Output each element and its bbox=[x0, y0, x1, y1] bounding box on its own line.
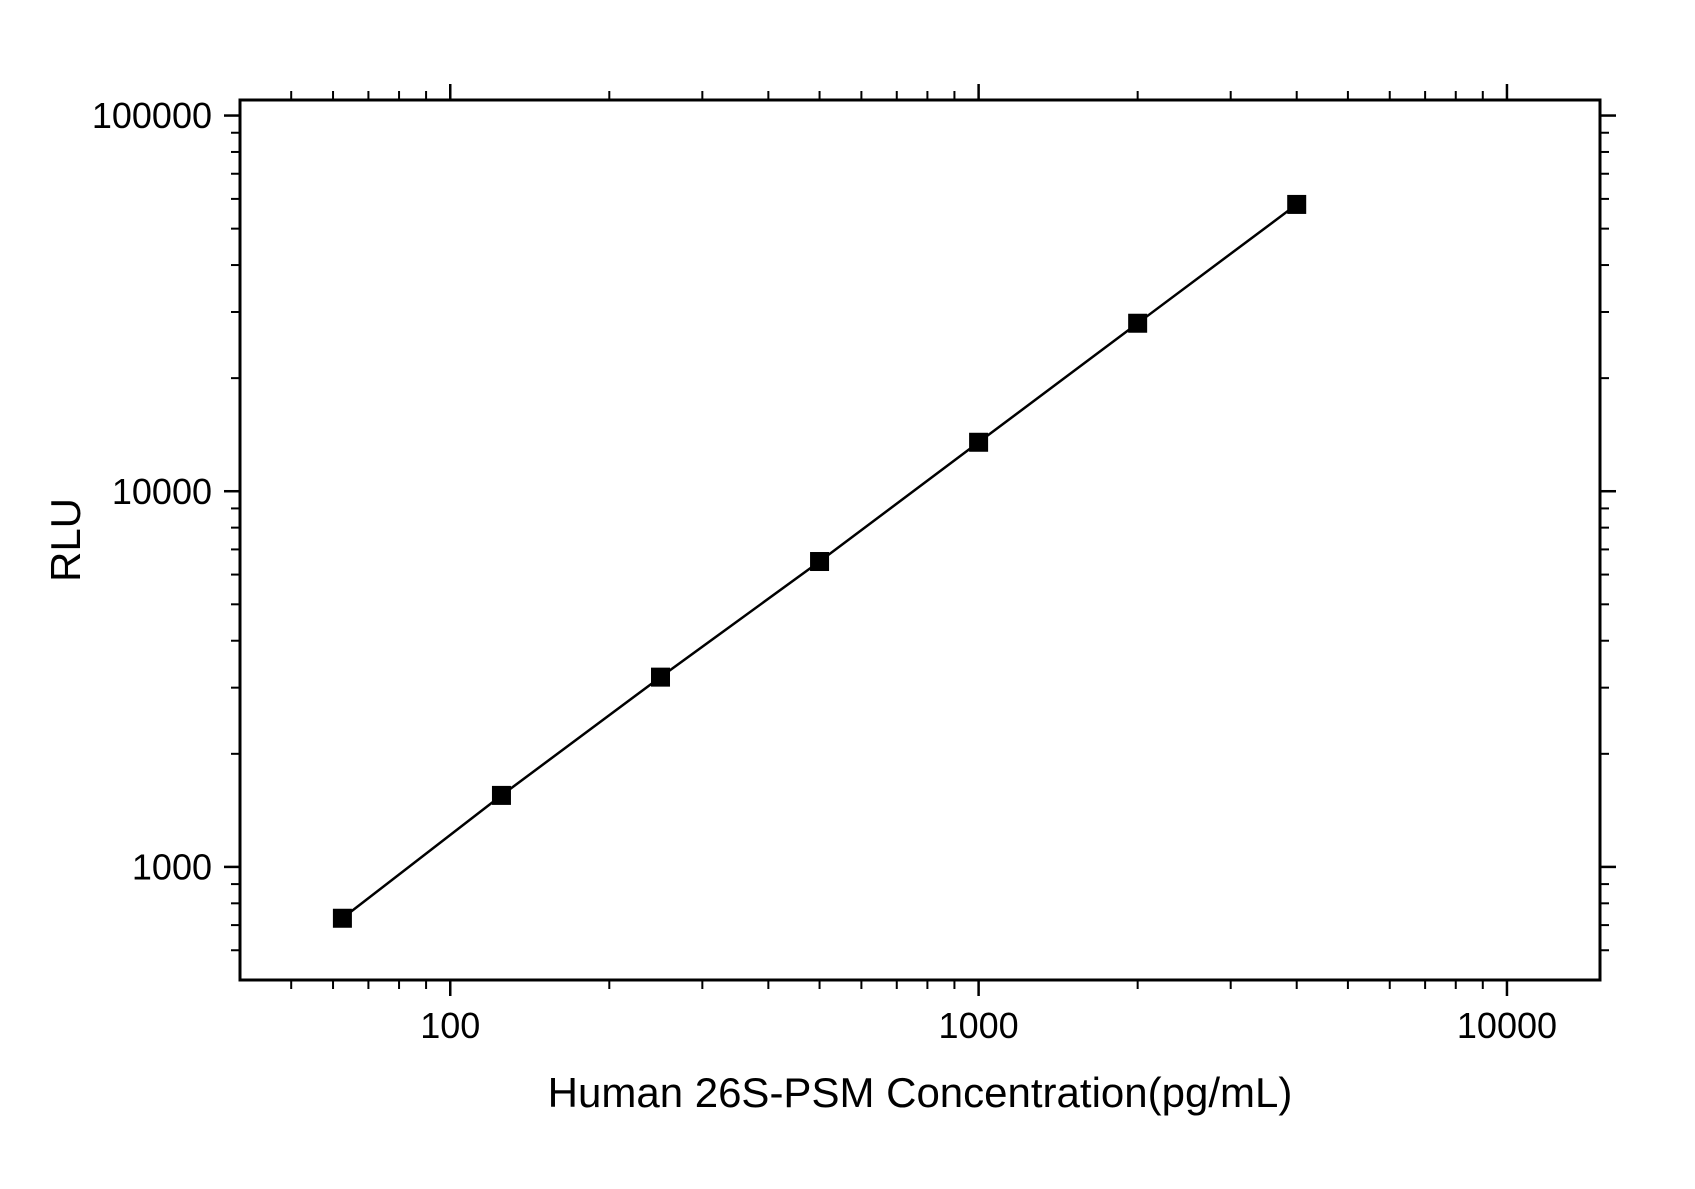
y-tick-label: 10000 bbox=[112, 471, 212, 512]
y-tick-label: 1000 bbox=[132, 847, 212, 888]
x-tick-label: 100 bbox=[420, 1005, 480, 1046]
data-marker bbox=[652, 668, 670, 686]
data-marker bbox=[811, 553, 829, 571]
data-marker bbox=[1288, 195, 1306, 213]
x-axis-label: Human 26S-PSM Concentration(pg/mL) bbox=[548, 1069, 1293, 1116]
y-tick-label: 100000 bbox=[92, 95, 212, 136]
data-marker bbox=[970, 433, 988, 451]
y-axis-label: RLU bbox=[42, 498, 89, 582]
data-marker bbox=[333, 909, 351, 927]
x-tick-label: 1000 bbox=[939, 1005, 1019, 1046]
data-marker bbox=[1129, 314, 1147, 332]
chart-container: 100 1000 10000 1000 10000 100000 Human 26S-PSM… bbox=[0, 0, 1695, 1189]
x-tick-label: 10000 bbox=[1457, 1005, 1557, 1046]
log-log-chart: 100 1000 10000 1000 10000 100000 Human 26S-PSM… bbox=[0, 0, 1695, 1189]
data-marker bbox=[492, 786, 510, 804]
